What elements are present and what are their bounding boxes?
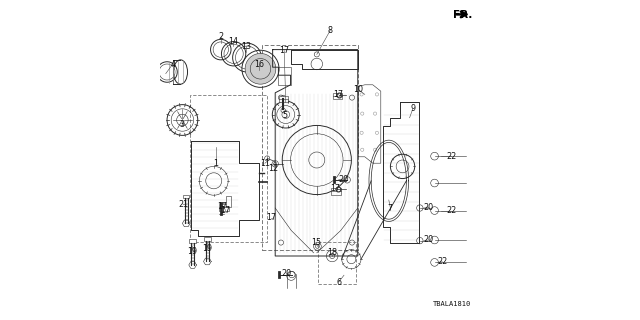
Bar: [227, 196, 232, 207]
Text: 16: 16: [254, 60, 264, 68]
Text: 5: 5: [282, 111, 287, 120]
Bar: [333, 93, 342, 99]
Text: 13: 13: [241, 42, 251, 51]
Text: 17: 17: [266, 213, 276, 222]
Text: 4: 4: [170, 60, 175, 68]
Text: 8: 8: [328, 26, 333, 35]
Text: 14: 14: [228, 37, 238, 46]
Text: 17: 17: [221, 206, 230, 215]
Text: 6: 6: [336, 278, 341, 287]
Text: 10: 10: [353, 85, 364, 94]
Text: 20: 20: [424, 203, 434, 212]
Text: FR.: FR.: [453, 10, 472, 20]
Bar: [183, 195, 189, 198]
Bar: [219, 204, 229, 211]
Text: 7: 7: [388, 204, 393, 212]
Text: 22: 22: [446, 152, 456, 161]
Text: 12: 12: [269, 164, 278, 173]
Bar: [189, 239, 196, 243]
Text: 17: 17: [279, 46, 289, 55]
Text: 20: 20: [338, 175, 348, 184]
Circle shape: [245, 53, 276, 84]
Text: 11: 11: [260, 159, 270, 168]
Text: 20: 20: [424, 236, 434, 244]
Text: 2: 2: [218, 32, 223, 41]
Bar: [204, 237, 211, 241]
Text: 15: 15: [311, 238, 321, 247]
Text: 20: 20: [282, 269, 292, 278]
Text: 1: 1: [214, 159, 218, 168]
Bar: [332, 188, 341, 195]
Text: 21: 21: [178, 200, 188, 209]
Text: 9: 9: [410, 104, 415, 113]
Text: 18: 18: [327, 248, 337, 257]
Text: 22: 22: [437, 257, 447, 266]
Text: 19: 19: [202, 244, 212, 253]
Text: 17: 17: [218, 202, 227, 211]
Bar: [279, 96, 289, 102]
Text: 3: 3: [179, 120, 184, 129]
Text: 17: 17: [330, 184, 340, 193]
Text: TBALA1810: TBALA1810: [433, 301, 471, 307]
Text: 17: 17: [333, 90, 344, 99]
Text: 22: 22: [446, 206, 456, 215]
Text: 19: 19: [187, 247, 197, 256]
